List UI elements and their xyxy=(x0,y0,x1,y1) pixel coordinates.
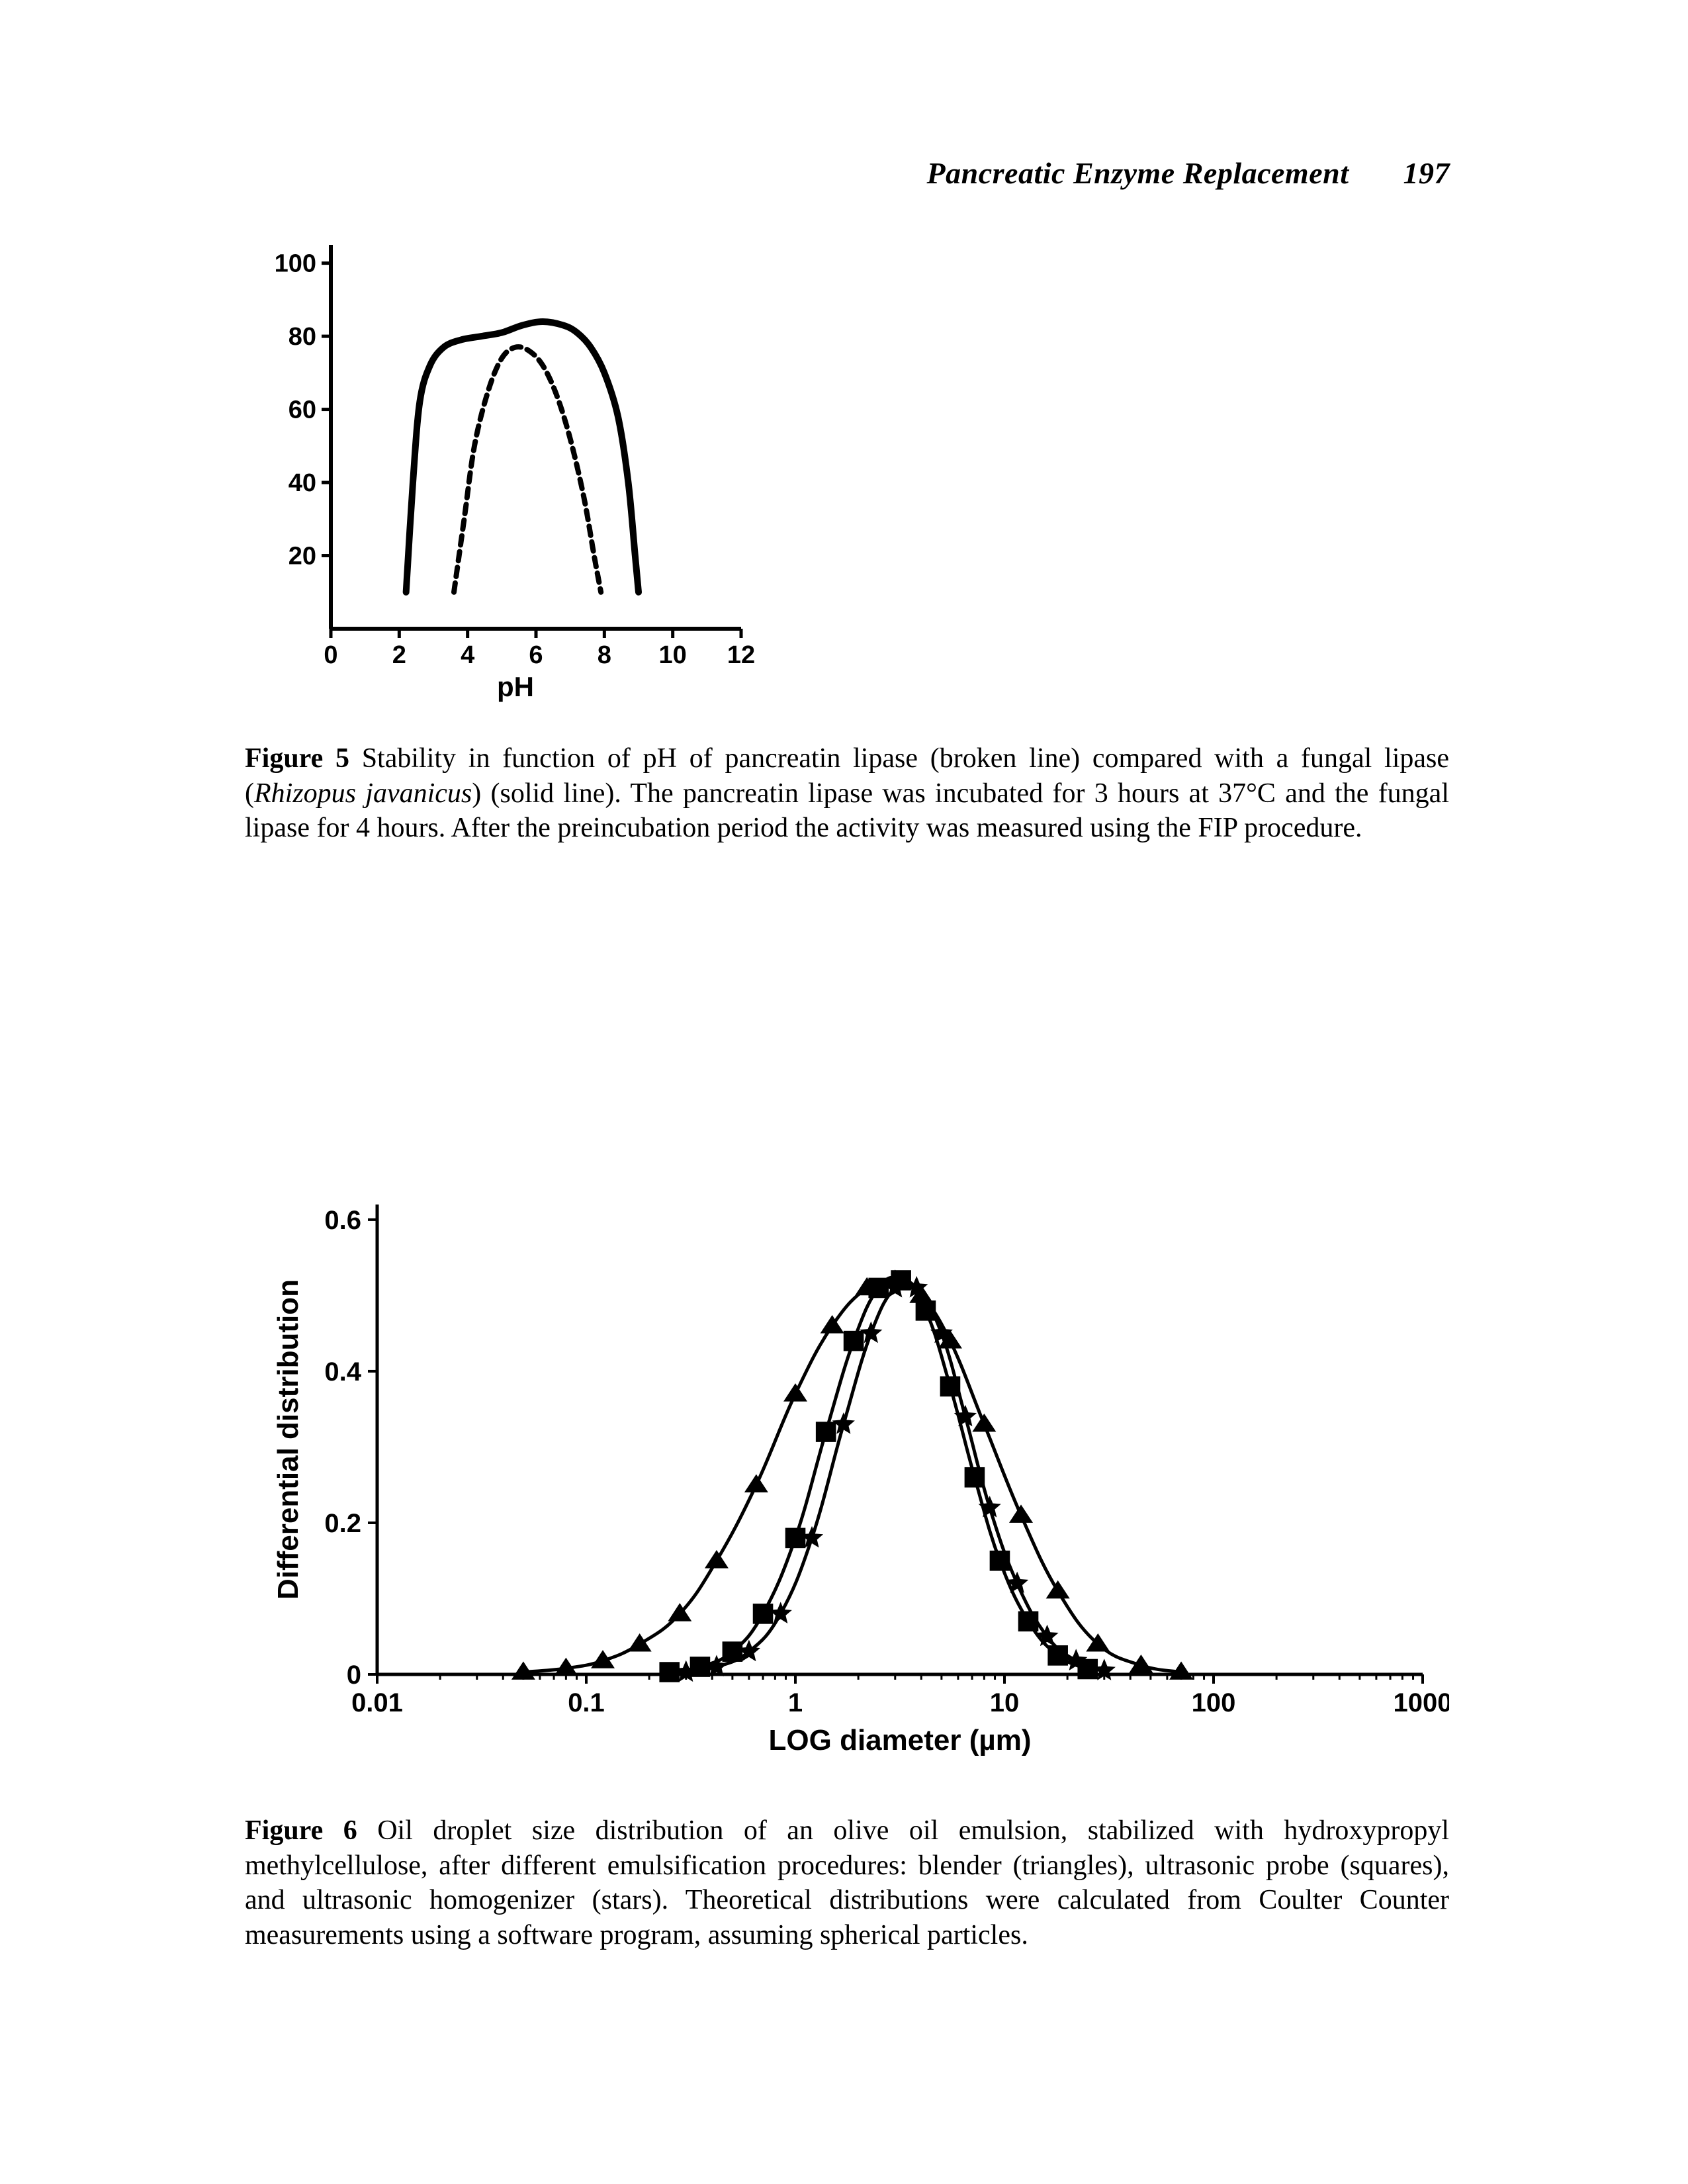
svg-text:pH: pH xyxy=(497,671,534,702)
svg-text:2: 2 xyxy=(392,641,406,669)
figure-5-svg: 20 40 60 80 100 0 2 4 6 8 10 12 pH xyxy=(245,232,761,708)
svg-text:60: 60 xyxy=(289,396,316,424)
svg-text:0: 0 xyxy=(324,641,337,669)
svg-text:4: 4 xyxy=(461,641,474,669)
svg-text:1000: 1000 xyxy=(1394,1688,1449,1717)
svg-text:10: 10 xyxy=(659,641,687,669)
svg-text:0.4: 0.4 xyxy=(324,1357,361,1387)
svg-text:6: 6 xyxy=(529,641,543,669)
figure-6-svg: 0 0.2 0.4 0.6 0.01 0.1 1 10 100 1000 LOG diameter … xyxy=(245,1178,1449,1774)
figure-6-caption-text: Oil droplet size distribution of an oliv… xyxy=(245,1815,1449,1950)
figure-6-chart: 0 0.2 0.4 0.6 0.01 0.1 1 10 100 1000 LOG diameter … xyxy=(245,1178,1449,1774)
svg-text:20: 20 xyxy=(289,543,316,570)
svg-text:0: 0 xyxy=(347,1661,361,1690)
svg-text:12: 12 xyxy=(727,641,755,669)
svg-text:Differential distribution: Differential distribution xyxy=(272,1279,304,1600)
running-head: Pancreatic Enzyme Replacement 197 xyxy=(927,156,1450,191)
svg-text:100: 100 xyxy=(1192,1688,1236,1717)
figure-5-caption: Figure 5 Stability in function of pH of … xyxy=(245,741,1449,846)
figure-6-caption: Figure 6 Oil droplet size distribution o… xyxy=(245,1813,1449,1952)
page: Pancreatic Enzyme Replacement 197 204060… xyxy=(0,0,1688,2184)
svg-text:100: 100 xyxy=(275,250,316,278)
svg-text:LOG diameter (µm): LOG diameter (µm) xyxy=(769,1724,1032,1756)
svg-text:0.6: 0.6 xyxy=(324,1206,361,1235)
svg-text:8: 8 xyxy=(598,641,611,669)
svg-text:0.2: 0.2 xyxy=(324,1509,361,1538)
svg-text:10: 10 xyxy=(990,1688,1020,1717)
running-title: Pancreatic Enzyme Replacement xyxy=(927,156,1349,190)
svg-text:0.01: 0.01 xyxy=(351,1688,403,1717)
figure-5-chart: 20 40 60 80 100 0 2 4 6 8 10 12 pH xyxy=(245,232,761,708)
figure-6-caption-lead: Figure 6 xyxy=(245,1815,357,1846)
svg-text:80: 80 xyxy=(289,323,316,351)
page-number: 197 xyxy=(1403,156,1450,190)
svg-text:0.1: 0.1 xyxy=(568,1688,605,1717)
svg-text:40: 40 xyxy=(289,469,316,497)
figure-5-caption-lead: Figure 5 xyxy=(245,743,349,774)
svg-text:1: 1 xyxy=(788,1688,803,1717)
figure-5-caption-italic: Rhizopus javanicus xyxy=(254,778,472,809)
